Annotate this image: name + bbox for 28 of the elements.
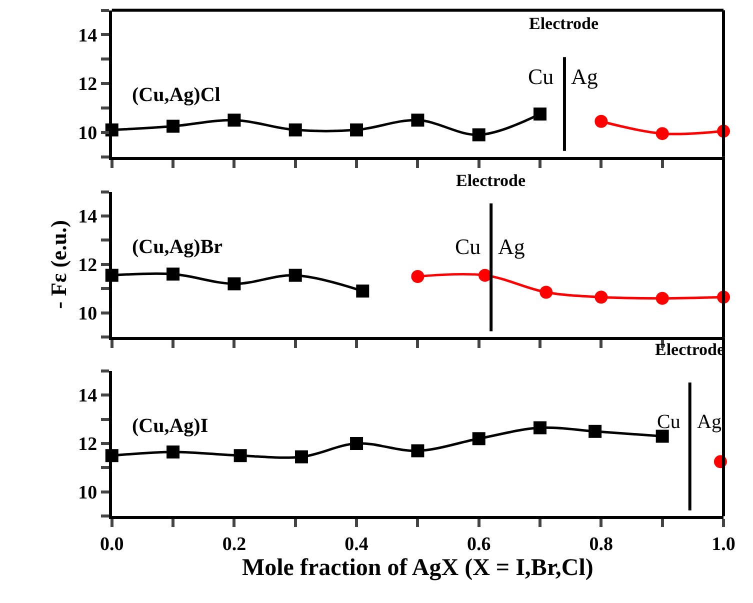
- y-tick-label: 10: [78, 123, 98, 144]
- y-tick-label: 10: [78, 482, 98, 504]
- annotation: (Cu,Ag)Cl: [132, 84, 221, 106]
- x-tick-label: 1.0: [712, 534, 736, 555]
- annotation: (Cu,Ag)I: [132, 415, 208, 437]
- y-tick-label: 14: [78, 25, 98, 46]
- ref-line-label: Electrode: [529, 14, 600, 33]
- y-tick-label: 10: [78, 304, 98, 325]
- y-tick-label: 12: [78, 434, 98, 456]
- annotation: Ag: [498, 234, 525, 259]
- y-axis-title: - Fε (e.u.): [46, 220, 71, 309]
- annotation: (Cu,Ag)Br: [132, 236, 223, 258]
- y-tick-label: 14: [78, 206, 98, 228]
- annotation: Cu: [528, 64, 554, 89]
- x-tick-label: 0.4: [344, 534, 369, 555]
- y-tick-label: 14: [78, 386, 98, 407]
- x-tick-label: 0.8: [589, 534, 614, 555]
- ref-line-label: Electrode: [456, 171, 526, 190]
- y-tick-label: 12: [78, 255, 98, 276]
- x-axis-title: Mole fraction of AgX (X = I,Br,Cl): [242, 554, 594, 581]
- x-tick-label: 0.6: [466, 534, 491, 555]
- x-tick-label: 0.2: [222, 534, 246, 555]
- x-tick-label: 0.0: [100, 534, 124, 555]
- annotation: Cu: [455, 234, 481, 259]
- y-tick-label: 12: [78, 74, 98, 96]
- annotation: Ag: [571, 64, 598, 89]
- annotation: Ag: [697, 411, 722, 433]
- annotation: Cu: [657, 411, 680, 433]
